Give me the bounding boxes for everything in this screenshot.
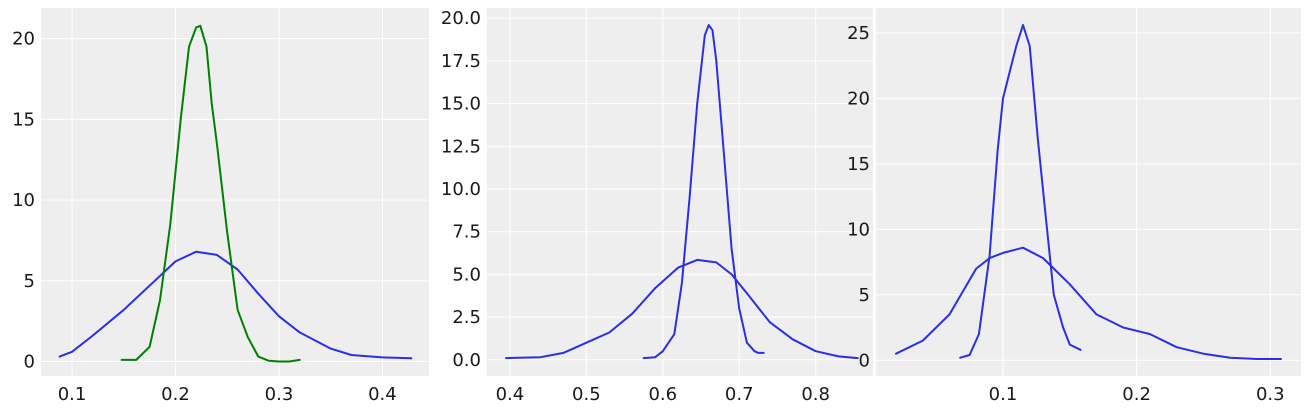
plot-area: [41, 8, 429, 376]
x-tick-label: 0.2: [161, 384, 190, 405]
density-curve-1: [58, 250, 413, 360]
plot-panel-3: 0.1 0.2 0.3 0 5 10 15 20 25: [847, 8, 1301, 405]
y-tick-label: 10: [847, 219, 870, 240]
y-tick-label: 12.5: [441, 136, 481, 157]
density-curve-1: [505, 258, 859, 360]
y-tick-label: 10: [12, 190, 35, 211]
y-tick-label: 0: [24, 351, 35, 372]
y-tick-label: 25: [847, 23, 870, 44]
x-tick-label: 0.3: [1256, 384, 1285, 405]
x-tick-label: 0.2: [1122, 384, 1151, 405]
y-tick-label: 15: [12, 109, 35, 130]
y-tick-label: 15: [847, 154, 870, 175]
density-curve-2: [120, 24, 301, 363]
x-tick-label: 0.3: [265, 384, 294, 405]
y-tick-label: 7.5: [452, 222, 481, 243]
y-tick-label: 17.5: [441, 51, 481, 72]
y-tick-label: 5.0: [452, 264, 481, 285]
x-tick-label: 0.4: [368, 384, 397, 405]
y-tick-label: 10.0: [441, 179, 481, 200]
plot-panel-2: 0.4 0.5 0.6 0.7 0.8 0.0 2.5 5.0 7.5 10.0 12.5 15.0 1…: [441, 8, 873, 405]
y-tick-label: 20: [847, 88, 870, 109]
plot-panel-1: 0.1 0.2 0.3 0.4 0 5 10 15 20: [12, 8, 429, 405]
x-tick-label: 0.8: [801, 384, 830, 405]
density-curve-1: [895, 246, 1282, 360]
y-tick-label: 5: [24, 271, 35, 292]
y-tick-label: 0: [859, 350, 870, 371]
x-tick-label: 0.1: [989, 384, 1018, 405]
plot-area: [876, 8, 1301, 376]
y-tick-label: 20.0: [441, 8, 481, 29]
density-curve-2: [642, 24, 765, 360]
y-tick-label: 15.0: [441, 94, 481, 115]
x-tick-label: 0.6: [648, 384, 677, 405]
y-tick-label: 0.0: [452, 350, 481, 371]
x-tick-label: 0.7: [725, 384, 754, 405]
x-tick-label: 0.4: [496, 384, 525, 405]
y-tick-label: 5: [859, 285, 870, 306]
x-tick-label: 0.1: [58, 384, 87, 405]
y-tick-label: 20: [12, 29, 35, 50]
density-curve-2: [959, 24, 1082, 359]
plot-area: [487, 8, 873, 376]
y-tick-label: 2.5: [452, 307, 481, 328]
x-tick-label: 0.5: [572, 384, 601, 405]
